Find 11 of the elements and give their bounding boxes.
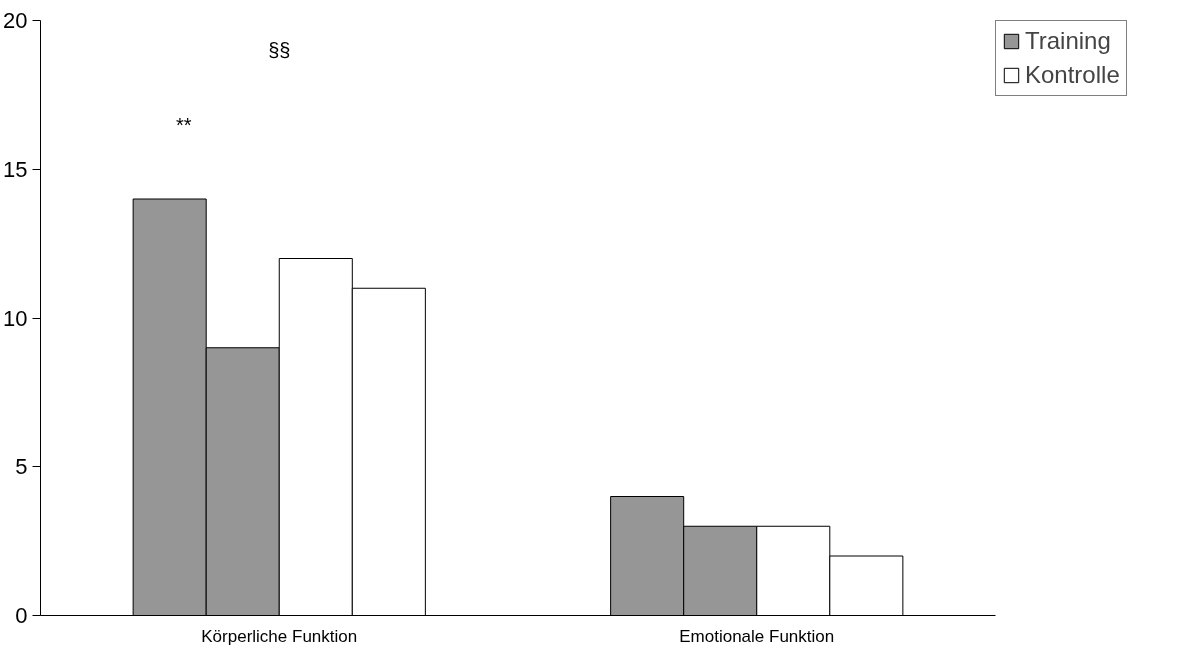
x-tick-label: Emotionale Funktion xyxy=(679,626,835,646)
x-tick-label: Körperliche Funktion xyxy=(201,626,358,646)
annotation: §§ xyxy=(268,38,291,61)
annotation: ** xyxy=(175,113,192,136)
legend-label: Kontrolle xyxy=(1025,61,1120,89)
y-tick-label: 0 xyxy=(15,603,28,628)
legend-label: Training xyxy=(1025,27,1111,55)
y-tick-label: 15 xyxy=(3,156,28,182)
y-tick-label: 20 xyxy=(3,8,28,33)
y-tick-label: 5 xyxy=(15,454,28,480)
y-tick-label: 10 xyxy=(3,305,28,331)
